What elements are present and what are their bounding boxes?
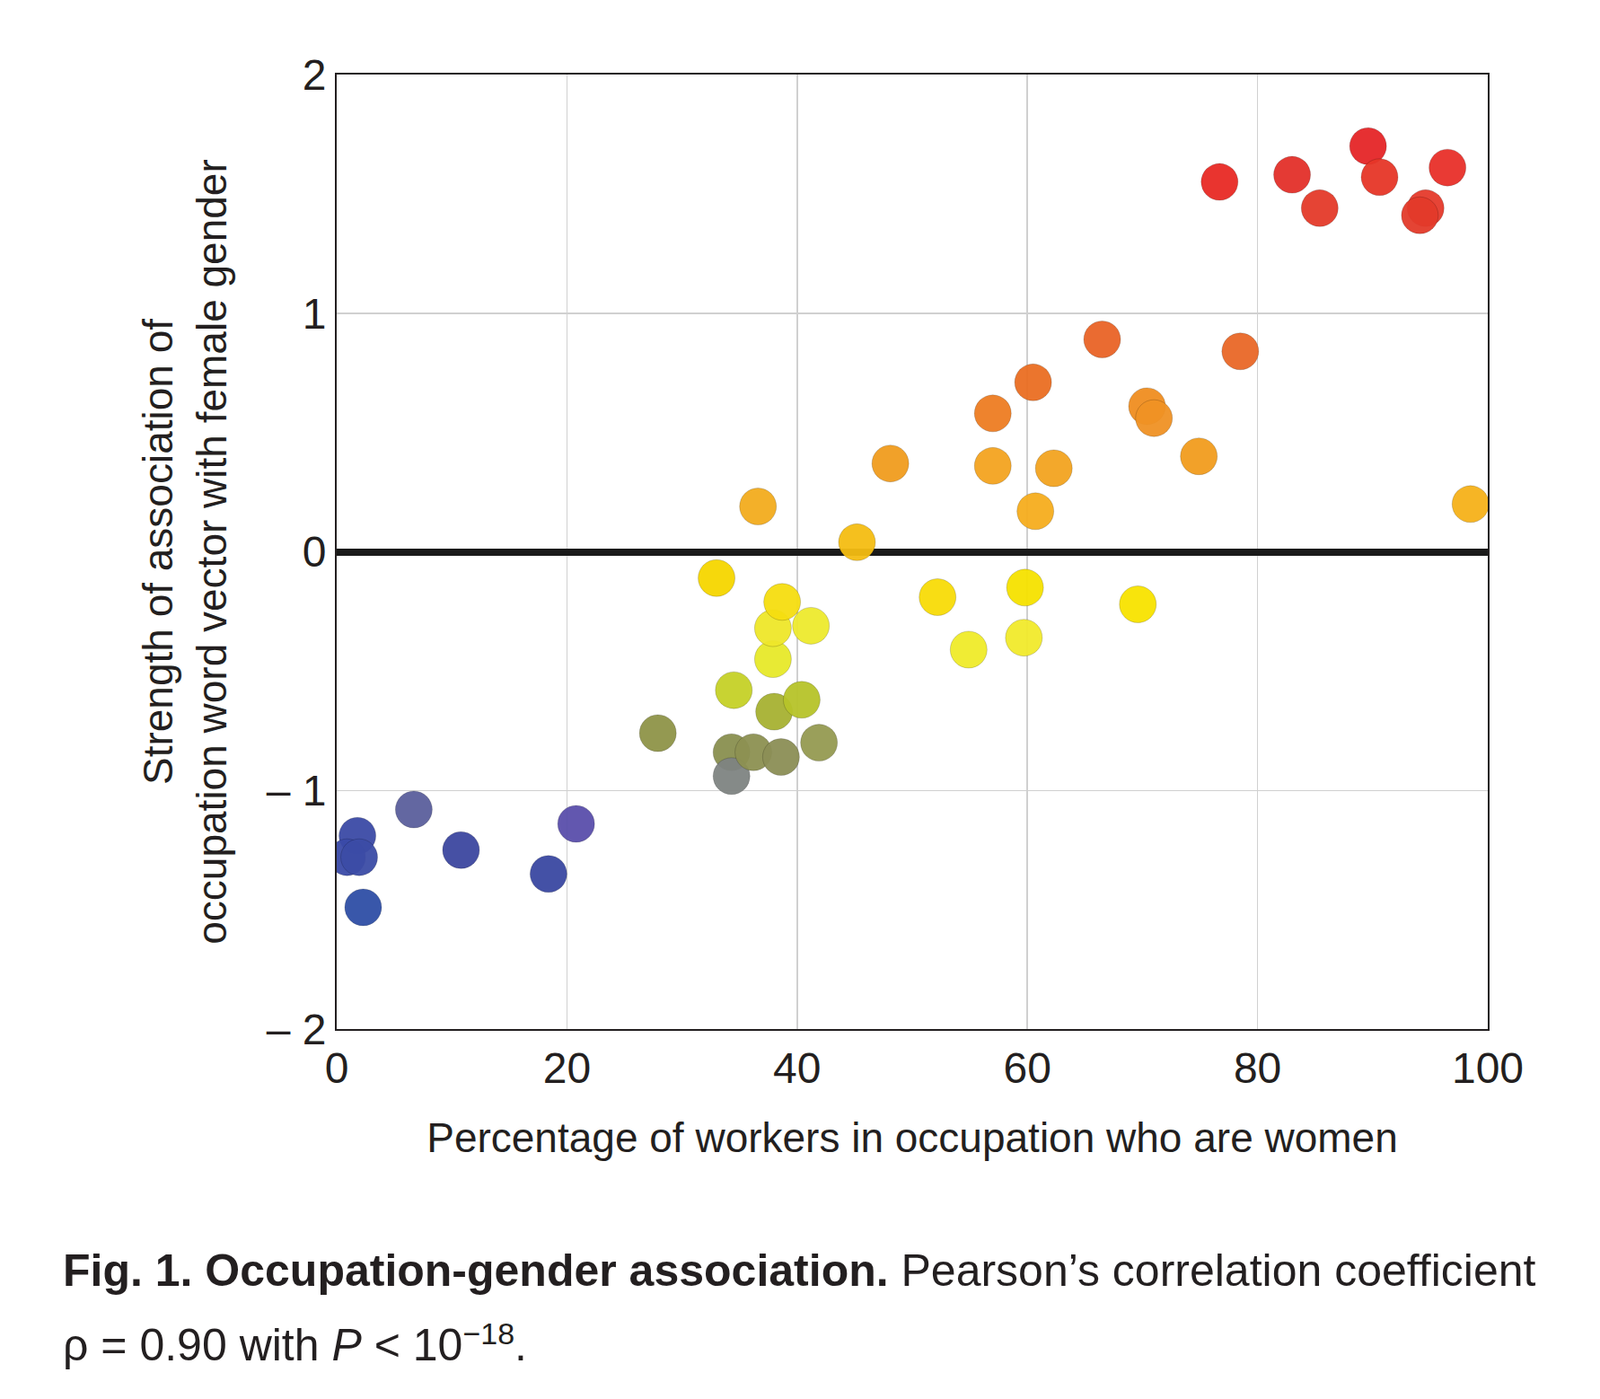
svg-text:– 1: – 1 <box>266 766 327 815</box>
svg-text:0: 0 <box>302 527 327 576</box>
svg-text:– 2: – 2 <box>266 1005 327 1054</box>
html-text:Fig. 1. Occupation-gender asso: Fig. 1. Occupation-gender association. P… <box>62 1245 1536 1370</box>
svg-text:Strength of association ofoccu: Strength of association ofoccupation wor… <box>134 158 236 944</box>
svg-text:1: 1 <box>302 290 327 338</box>
svg-text:0: 0 <box>325 1044 350 1092</box>
svg-text:Percentage of workers in occup: Percentage of workers in occupation who … <box>426 1114 1398 1161</box>
svg-text:40: 40 <box>773 1044 821 1092</box>
svg-text:80: 80 <box>1233 1044 1282 1092</box>
svg-text:20: 20 <box>543 1044 591 1092</box>
svg-text:2: 2 <box>302 51 327 99</box>
svg-text:60: 60 <box>1003 1044 1052 1092</box>
svg-text:100: 100 <box>1451 1044 1524 1092</box>
